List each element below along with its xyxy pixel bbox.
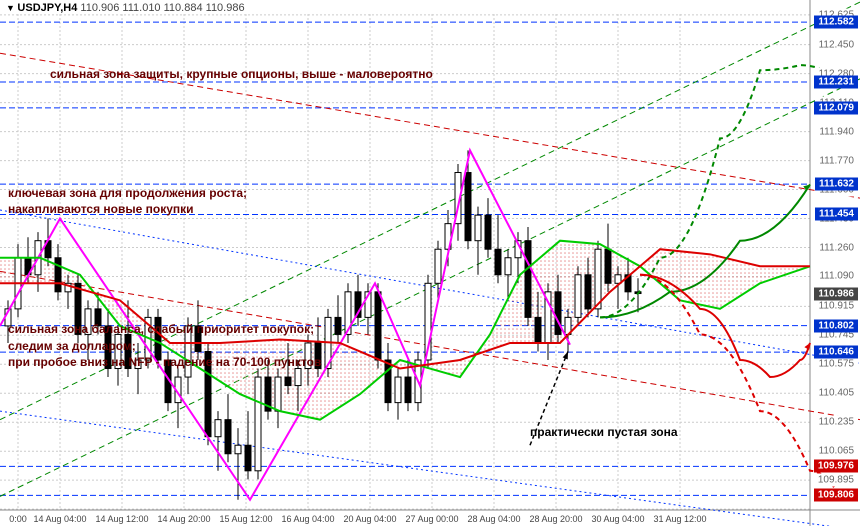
y-tick-label: 110.405 xyxy=(815,387,858,400)
price-level-label: 112.079 xyxy=(814,101,858,114)
price-level-label: 110.646 xyxy=(814,346,858,359)
chart-dropdown-icon[interactable]: ▼ xyxy=(6,3,17,13)
x-tick-label: 31 Aug 12:00 xyxy=(653,514,706,524)
ann-keyzone: ключевая зона для продолжения роста;нака… xyxy=(8,185,247,217)
price-level-label: 112.231 xyxy=(814,76,858,89)
y-tick-label: 111.770 xyxy=(815,154,858,167)
x-tick-label: 16 Aug 04:00 xyxy=(281,514,334,524)
price-level-label: 109.976 xyxy=(814,460,858,473)
x-tick-label: 20 Aug 04:00 xyxy=(343,514,396,524)
price-level-label: 112.582 xyxy=(814,16,858,29)
x-tick-label: 30 Aug 04:00 xyxy=(591,514,644,524)
chart-container[interactable]: ▼ USDJPY,H4 110.906 111.010 110.884 110.… xyxy=(0,0,860,526)
chart-title-bar: ▼ USDJPY,H4 110.906 111.010 110.884 110.… xyxy=(6,2,245,14)
price-level-label: 110.802 xyxy=(814,319,858,332)
y-tick-label: 112.450 xyxy=(815,38,858,51)
price-level-label: 110.986 xyxy=(814,288,858,301)
y-tick-label: 110.235 xyxy=(815,416,858,429)
y-tick-label: 111.090 xyxy=(815,270,858,283)
x-tick-label: 14 Aug 12:00 xyxy=(95,514,148,524)
y-tick-label: 111.260 xyxy=(815,241,858,254)
price-level-label: 111.632 xyxy=(815,178,858,191)
y-tick-label: 110.065 xyxy=(815,445,858,458)
x-tick-label: 14 Aug 04:00 xyxy=(33,514,86,524)
x-tick-label: 0:00 xyxy=(9,514,27,524)
y-tick-label: 110.915 xyxy=(815,300,858,313)
chart-symbol: USDJPY,H4 xyxy=(17,2,77,14)
ann-defense: сильная зона защиты, крупные опционы, вы… xyxy=(50,66,433,82)
x-tick-label: 27 Aug 00:00 xyxy=(405,514,458,524)
ann-balance: сильная зона баланса, слабый приоритет п… xyxy=(8,321,321,370)
ann-empty: практически пустая зона xyxy=(530,424,678,440)
x-tick-label: 15 Aug 12:00 xyxy=(219,514,272,524)
y-tick-label: 110.575 xyxy=(815,358,858,371)
y-tick-label: 109.895 xyxy=(814,474,858,487)
price-level-label: 111.454 xyxy=(815,208,858,221)
price-level-label: 109.806 xyxy=(814,489,858,502)
x-tick-label: 14 Aug 20:00 xyxy=(157,514,210,524)
x-tick-label: 28 Aug 20:00 xyxy=(529,514,582,524)
y-tick-label: 111.940 xyxy=(815,125,858,138)
chart-ohlc: 110.906 111.010 110.884 110.986 xyxy=(80,2,244,14)
x-tick-label: 28 Aug 04:00 xyxy=(467,514,520,524)
